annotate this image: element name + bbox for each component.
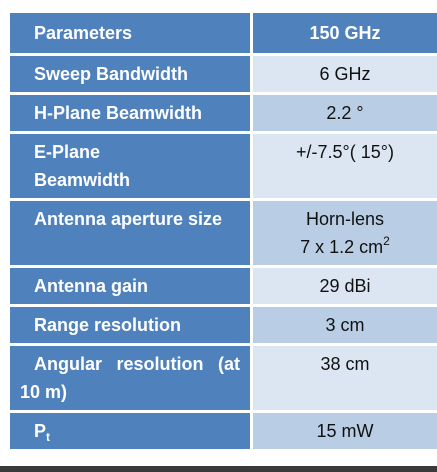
row-value-transmit-power: 15 mW [253, 413, 437, 449]
row-value-sweep-bandwidth: 6 GHz [253, 56, 437, 92]
header-parameters: Parameters [10, 13, 253, 53]
table-row: H-Plane Beamwidth 2.2 ° [10, 95, 437, 131]
row-label-e-plane-beamwidth: E-Plane Beamwidth [10, 134, 253, 198]
table-header-row: Parameters 150 GHz [10, 13, 437, 53]
aperture-value-superscript: 2 [383, 234, 390, 248]
row-label-transmit-power: Pt [10, 413, 253, 449]
table-row: Range resolution 3 cm [10, 307, 437, 343]
parameters-table: Parameters 150 GHz Sweep Bandwidth 6 GHz… [10, 10, 437, 452]
aperture-value-line1: Horn-lens [305, 209, 385, 229]
row-value-angular-resolution: 38 cm [253, 346, 437, 410]
row-value-range-resolution: 3 cm [253, 307, 437, 343]
row-value-e-plane-beamwidth: +/-7.5°( 15°) [253, 134, 437, 198]
table-row: E-Plane Beamwidth +/-7.5°( 15°) [10, 134, 437, 198]
table-row: Pt 15 mW [10, 413, 437, 449]
row-label-antenna-aperture-size: Antenna aperture size [10, 201, 253, 265]
table-row: Angular resolution (at 10 m) 38 cm [10, 346, 437, 410]
pt-label-subscript: t [46, 430, 51, 444]
table-row: Antenna aperture size Horn-lens 7 x 1.2 … [10, 201, 437, 265]
row-label-sweep-bandwidth: Sweep Bandwidth [10, 56, 253, 92]
row-label-h-plane-beamwidth: H-Plane Beamwidth [10, 95, 253, 131]
row-label-range-resolution: Range resolution [10, 307, 253, 343]
antenna-aperture-label-text: Antenna aperture size [34, 209, 223, 229]
row-label-antenna-gain: Antenna gain [10, 268, 253, 304]
pt-label-base: P [34, 421, 47, 441]
header-frequency: 150 GHz [253, 13, 437, 53]
e-plane-label-line2: Beamwidth [34, 170, 131, 190]
parameters-table-container: Parameters 150 GHz Sweep Bandwidth 6 GHz… [10, 10, 437, 452]
table-row: Sweep Bandwidth 6 GHz [10, 56, 437, 92]
row-label-angular-resolution: Angular resolution (at 10 m) [10, 346, 253, 410]
row-value-antenna-aperture-size: Horn-lens 7 x 1.2 cm2 [253, 201, 437, 265]
row-value-h-plane-beamwidth: 2.2 ° [253, 95, 437, 131]
aperture-value-line2: 7 x 1.2 cm2 [300, 234, 390, 257]
bottom-divider-bar [0, 466, 437, 472]
e-plane-label-line1: E-Plane [34, 142, 101, 162]
angular-resolution-label-text: Angular resolution (at 10 m) [20, 354, 240, 402]
aperture-value-base: 7 x 1.2 cm [300, 237, 384, 257]
row-value-antenna-gain: 29 dBi [253, 268, 437, 304]
table-row: Antenna gain 29 dBi [10, 268, 437, 304]
